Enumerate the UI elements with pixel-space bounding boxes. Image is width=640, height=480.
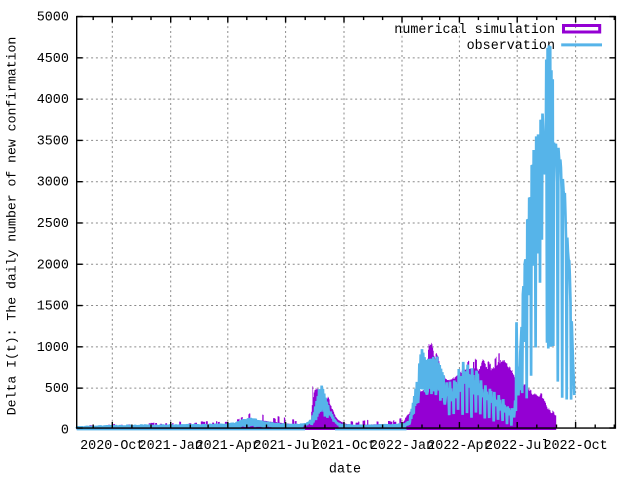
svg-text:Delta I(t): The daily number o: Delta I(t): The daily number of new conf… [5,37,20,416]
svg-text:1500: 1500 [37,300,69,315]
svg-text:numerical simulation: numerical simulation [394,23,555,38]
svg-text:date: date [329,462,361,477]
svg-text:observation: observation [467,39,555,54]
svg-text:2500: 2500 [37,217,69,232]
svg-text:0: 0 [61,423,69,438]
svg-text:2021-Apr: 2021-Apr [196,439,260,454]
svg-text:2021-Jan: 2021-Jan [139,439,203,454]
svg-text:2022-Apr: 2022-Apr [427,439,491,454]
svg-text:3500: 3500 [37,134,69,149]
svg-text:4500: 4500 [37,52,69,67]
svg-text:5000: 5000 [37,11,69,26]
svg-text:2022-Oct: 2022-Oct [543,439,607,454]
svg-text:2000: 2000 [37,258,69,273]
svg-text:1000: 1000 [37,341,69,356]
svg-text:2021-Jul: 2021-Jul [253,439,317,454]
svg-text:2021-Oct: 2021-Oct [312,439,376,454]
svg-text:4000: 4000 [37,93,69,108]
svg-text:2022-Jan: 2022-Jan [370,439,434,454]
svg-text:500: 500 [45,382,69,397]
svg-text:2020-Oct: 2020-Oct [80,439,144,454]
svg-text:3000: 3000 [37,176,69,191]
svg-text:2022-Jul: 2022-Jul [485,439,549,454]
